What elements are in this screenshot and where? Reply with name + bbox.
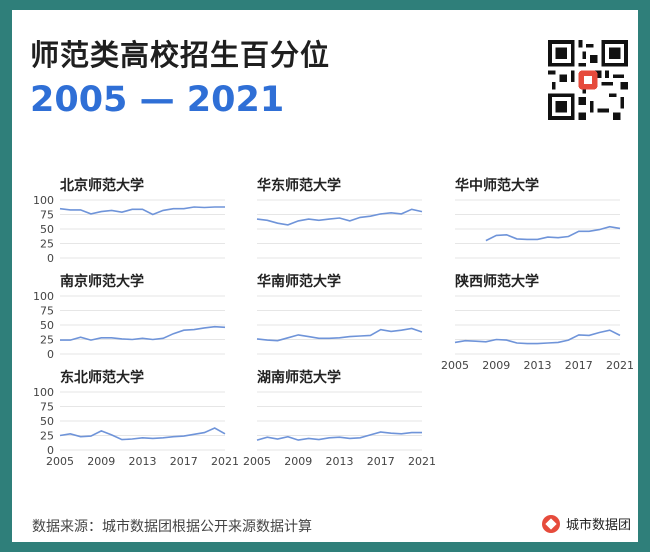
subplot-8: 湖南师范大学 2005 2009 2013 2017 2021 <box>243 369 436 468</box>
x-tick-label: 2013 <box>129 455 157 468</box>
y-tick-label: 50 <box>40 415 54 428</box>
subplot-title: 华中师范大学 <box>455 177 539 194</box>
series-line <box>256 208 423 226</box>
y-tick-label: 25 <box>40 334 54 347</box>
y-tick-label: 100 <box>33 194 54 207</box>
series-line <box>60 325 226 341</box>
series-line <box>59 427 226 441</box>
y-tick-label: 25 <box>40 430 54 443</box>
brand-logo-icon <box>542 514 560 533</box>
series-line <box>256 431 422 441</box>
y-tick-label: 75 <box>40 401 54 414</box>
x-tick-label: 2021 <box>408 455 436 468</box>
y-tick-label: 0 <box>47 252 54 265</box>
subplot-5: 华南师范大学 <box>256 273 423 355</box>
y-tick-label: 100 <box>33 386 54 399</box>
data-source-note: 数据来源：城市数据团根据公开来源数据计算 <box>32 519 312 535</box>
x-tick-label: 2005 <box>46 455 74 468</box>
subplot-title: 陕西师范大学 <box>455 273 539 290</box>
brand-footer: 城市数据团 <box>542 514 631 533</box>
x-tick-label: 2009 <box>284 455 312 468</box>
x-tick-label: 2017 <box>565 359 593 372</box>
y-tick-label: 0 <box>47 348 54 361</box>
y-tick-label: 0 <box>47 444 54 457</box>
subplot-3: 华中师范大学 <box>455 177 621 259</box>
x-tick-label: 2017 <box>170 455 198 468</box>
subplot-6: 陕西师范大学 2005 2009 2013 2017 2021 <box>441 273 634 372</box>
series-line <box>454 329 621 345</box>
subplot-title: 南京师范大学 <box>60 273 144 290</box>
subplot-title: 华东师范大学 <box>257 177 341 194</box>
subplot-2: 华东师范大学 <box>256 177 423 259</box>
brand-name: 城市数据团 <box>566 518 632 533</box>
year-range-subtitle: 2005 — 2021 <box>30 80 285 120</box>
y-tick-label: 75 <box>40 209 54 222</box>
series-line <box>59 206 225 216</box>
y-tick-label: 50 <box>40 319 54 332</box>
x-tick-label: 2009 <box>482 359 510 372</box>
y-tick-label: 100 <box>33 290 54 303</box>
x-tick-label: 2017 <box>367 455 395 468</box>
y-tick-label: 50 <box>40 223 54 236</box>
x-tick-label: 2005 <box>441 359 469 372</box>
subplot-title: 湖南师范大学 <box>257 369 341 386</box>
x-tick-label: 2013 <box>326 455 354 468</box>
x-tick-label: 2005 <box>243 455 271 468</box>
series-line <box>256 327 423 342</box>
x-tick-label: 2021 <box>606 359 634 372</box>
infographic-card: 师范类高校招生百分位 2005 — 2021 北京师范大学 0 25 50 75 100 华… <box>12 10 638 542</box>
y-tick-label: 25 <box>40 238 54 251</box>
y-tick-label: 75 <box>40 305 54 318</box>
subplot-title: 北京师范大学 <box>60 177 144 194</box>
subplot-title: 东北师范大学 <box>60 369 144 386</box>
qr-code-icon <box>548 40 628 120</box>
x-tick-label: 2021 <box>211 455 239 468</box>
x-tick-label: 2009 <box>87 455 115 468</box>
subplot-title: 华南师范大学 <box>257 273 341 290</box>
page-title: 师范类高校招生百分位 <box>30 38 331 72</box>
series-line <box>485 225 621 242</box>
x-tick-label: 2013 <box>524 359 552 372</box>
